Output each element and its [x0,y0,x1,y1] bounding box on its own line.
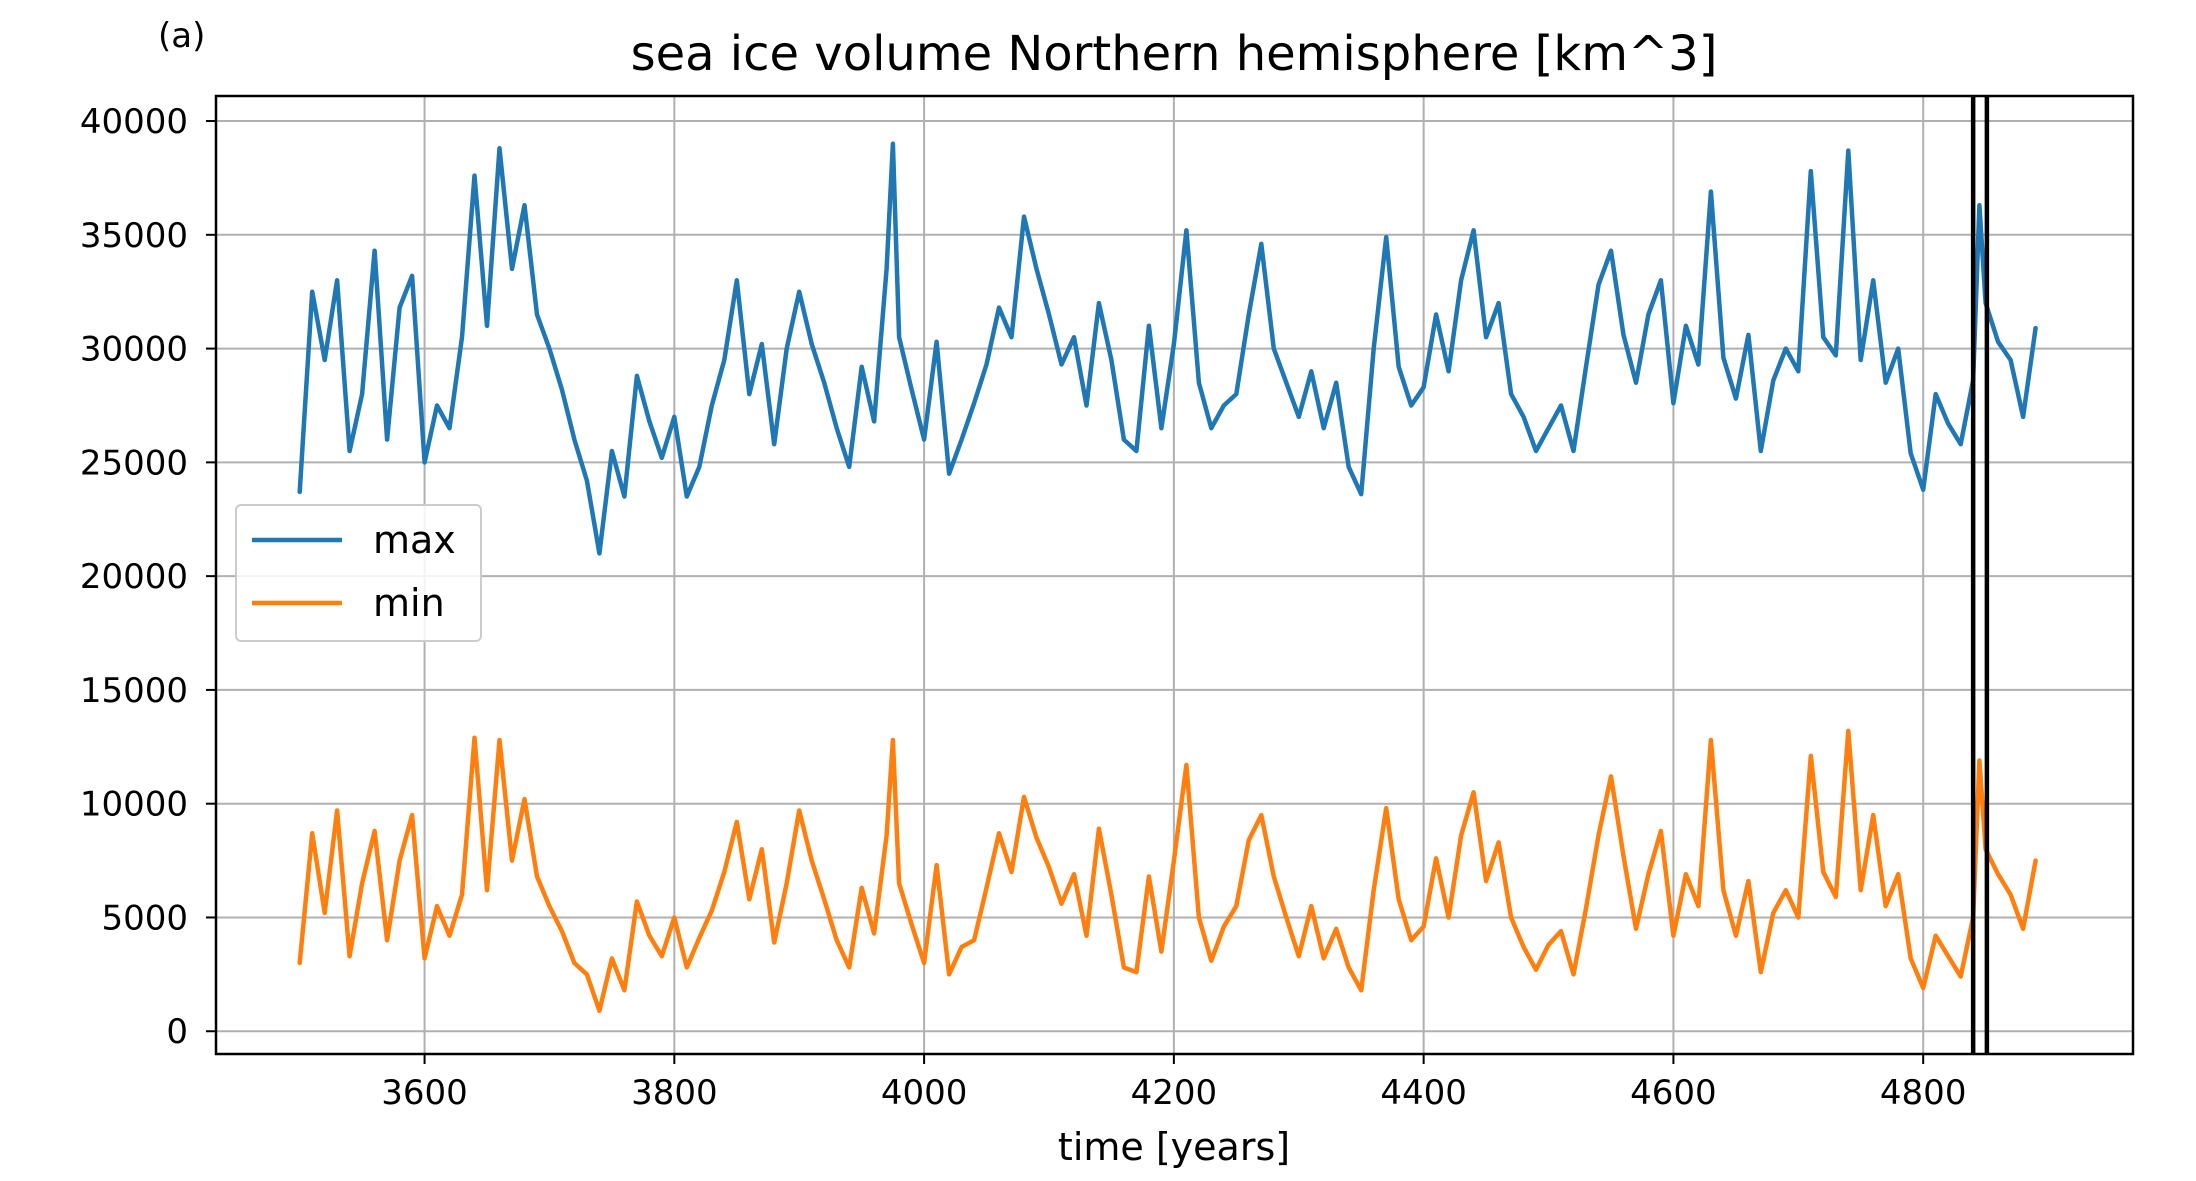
legend-label-min: min [373,581,445,625]
x-axis: 3600 3800 4000 4200 4400 4600 4800 [381,1054,1966,1113]
x-tick-label: 4000 [881,1073,968,1113]
x-tick-label: 3600 [381,1073,468,1113]
y-tick-label: 5000 [101,898,188,938]
x-tick-label: 4400 [1380,1073,1467,1113]
chart-title: sea ice volume Northern hemisphere [km^3… [631,26,1718,82]
y-tick-label: 20000 [80,557,188,597]
x-tick-label: 4200 [1131,1073,1218,1113]
series-line-max [297,141,2038,556]
y-tick-label: 30000 [80,330,188,370]
y-tick-label: 40000 [80,102,188,142]
y-tick-label: 25000 [80,443,188,483]
x-tick-label: 4800 [1880,1073,1967,1113]
legend-label-max: max [373,518,456,562]
y-tick-label: 10000 [80,785,188,825]
x-tick-label: 3800 [631,1073,718,1113]
x-tick-label: 4600 [1630,1073,1717,1113]
y-tick-label: 0 [166,1012,188,1052]
series-line-min [297,728,2038,1014]
legend: max min [235,504,482,642]
y-tick-label: 35000 [80,216,188,256]
y-axis: 0 5000 10000 15000 20000 25000 30000 35000 40000 [80,102,216,1052]
grid [216,96,2133,1054]
y-tick-label: 15000 [80,671,188,711]
vertical-markers [1970,96,1990,1054]
series-layer [297,141,2038,1014]
x-axis-label: time [years] [1058,1125,1290,1169]
panel-label: (a) [158,16,205,56]
